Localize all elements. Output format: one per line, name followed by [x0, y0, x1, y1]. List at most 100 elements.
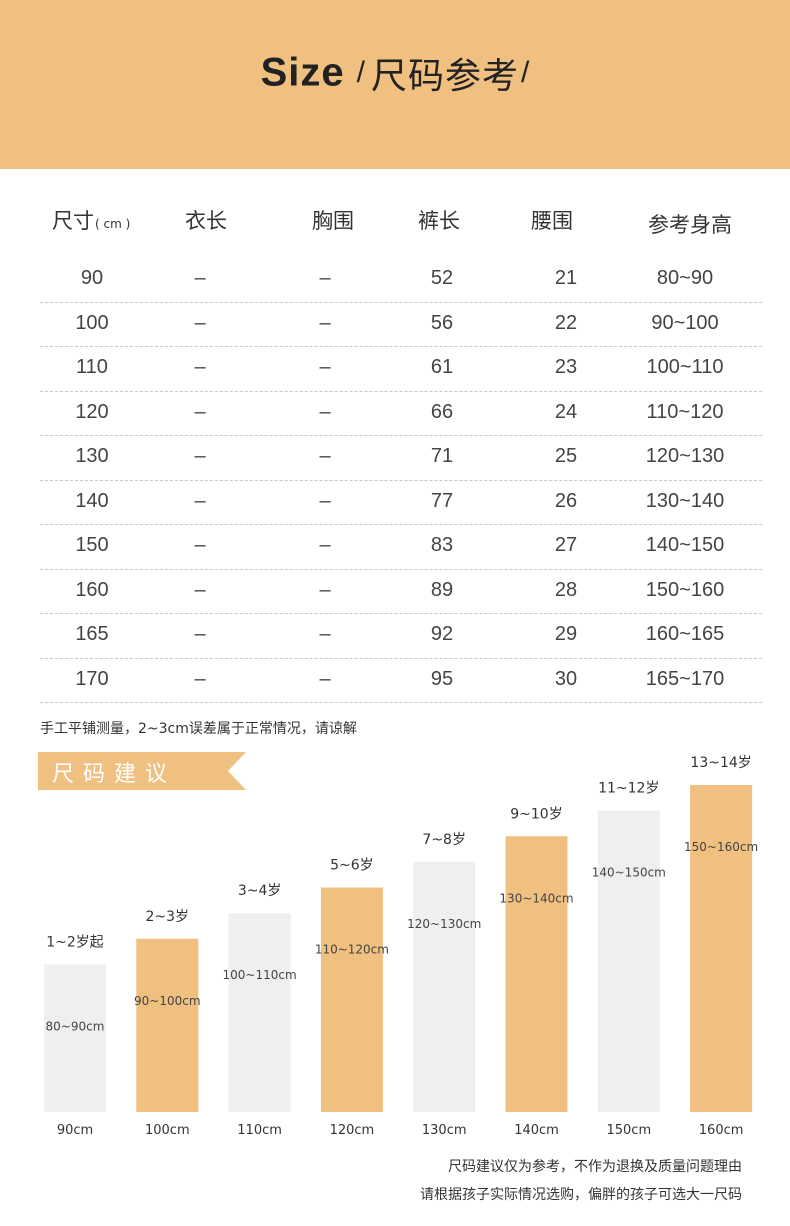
table-row: 130 – – 71 25 120~130 — [40, 436, 762, 481]
chart-category-label: 120cm — [330, 1123, 375, 1138]
table-cell: 130 — [75, 445, 109, 467]
chart-bar-label: 90~100cm — [134, 994, 201, 1008]
table-cell: 66 — [430, 400, 454, 423]
table-cell: – — [319, 534, 331, 556]
table-cell: 71 — [430, 445, 454, 467]
chart-bar — [597, 810, 660, 1112]
title-slash-end: / — [521, 56, 530, 89]
column-header-size-unit: ( cm ) — [95, 217, 131, 231]
table-header: 尺寸( cm ) 衣长 胸围 裤长 腰围 参考身高 — [40, 205, 762, 245]
table-cell: – — [194, 445, 206, 467]
chart-bar — [413, 861, 476, 1112]
table-cell: 165~170 — [645, 667, 725, 690]
chart-category-label: 140cm — [514, 1123, 559, 1138]
table-row: 165 – – 92 29 160~165 — [40, 614, 762, 659]
size-table: 90 – – 52 21 80~90 100 – – 56 22 90~100 110 – – 61 23 100… — [40, 258, 762, 703]
table-cell: – — [319, 623, 331, 645]
table-row: 110 – – 61 23 100~110 — [40, 347, 762, 392]
chart-bar-label: 100~110cm — [223, 968, 297, 982]
table-cell: 120 — [75, 400, 109, 423]
measurement-note: 手工平铺测量，2~3cm误差属于正常情况，请谅解 — [40, 721, 357, 737]
table-row: 100 – – 56 22 90~100 — [40, 303, 762, 347]
table-cell: – — [194, 356, 206, 378]
chart-bar-label: 120~130cm — [407, 917, 481, 931]
chart-bar — [505, 836, 568, 1112]
table-row: 170 – – 95 30 165~170 — [40, 659, 762, 703]
table-cell: – — [319, 311, 331, 334]
table-row: 120 – – 66 24 110~120 — [40, 392, 762, 436]
chart-category-label: 150cm — [606, 1123, 651, 1138]
chart-category-label: 160cm — [699, 1123, 744, 1138]
table-cell: 24 — [554, 400, 578, 423]
table-cell: 30 — [554, 667, 578, 690]
column-header-waist: 腰围 — [531, 209, 573, 233]
chart-age-label: 3~4岁 — [238, 883, 282, 899]
table-cell: 100~110 — [646, 356, 724, 378]
table-cell: – — [319, 445, 331, 467]
chart-bar-label: 150~160cm — [684, 840, 758, 854]
size-recommendation-chart: 1~2岁起 80~90cm 90cm 2~3岁 90~100cm 100cm 3~4岁 100… — [44, 755, 758, 1138]
title-en: Size — [260, 50, 345, 95]
table-cell: 120~130 — [645, 445, 725, 467]
chart-age-label: 7~8岁 — [422, 832, 466, 848]
section-ribbon: 尺码建议 — [38, 752, 246, 790]
section-title: 尺码建议 — [52, 762, 177, 787]
chart-category-label: 90cm — [57, 1123, 93, 1138]
chart-bar — [320, 887, 383, 1112]
column-header-chest: 胸围 — [312, 209, 354, 233]
table-cell: – — [319, 578, 331, 601]
table-cell: 130~140 — [645, 489, 725, 512]
table-cell: – — [194, 623, 206, 645]
table-cell: 56 — [430, 311, 454, 334]
chart-category-label: 130cm — [422, 1123, 467, 1138]
table-row: 160 – – 89 28 150~160 — [40, 570, 762, 614]
chart-bar-label: 110~120cm — [315, 943, 389, 957]
table-cell: 140 — [75, 489, 109, 512]
table-cell: – — [319, 400, 331, 423]
table-cell: 22 — [554, 311, 578, 334]
table-cell: 140~150 — [645, 534, 725, 556]
table-cell: 160~165 — [645, 623, 725, 645]
chart-category-label: 100cm — [145, 1123, 190, 1138]
table-row: 140 – – 77 26 130~140 — [40, 481, 762, 525]
footer-line-1: 尺码建议仅为参考，不作为退换及质量问题理由 — [448, 1159, 742, 1175]
table-cell: 110 — [76, 356, 108, 378]
table-cell: 52 — [430, 267, 454, 289]
column-header-pants-length: 裤长 — [418, 209, 460, 233]
chart-category-label: 110cm — [237, 1123, 282, 1138]
table-cell: 27 — [554, 534, 578, 556]
chart-bar — [44, 964, 106, 1112]
title-slash: / — [356, 56, 366, 89]
table-cell: 92 — [430, 623, 454, 645]
table-cell: – — [194, 534, 206, 556]
table-cell: 90 — [80, 267, 104, 289]
table-cell: – — [319, 356, 331, 378]
chart-bar — [690, 785, 753, 1112]
table-cell: 29 — [554, 623, 578, 645]
table-cell: – — [194, 311, 206, 334]
chart-bar — [228, 913, 291, 1112]
table-cell: 83 — [430, 534, 454, 556]
table-cell: 170 — [75, 667, 109, 690]
table-cell: 28 — [554, 578, 578, 601]
table-cell: 160 — [75, 578, 109, 601]
chart-age-label: 11~12岁 — [598, 781, 659, 797]
table-cell: – — [319, 267, 331, 289]
footer-line-2: 请根据孩子实际情况选购，偏胖的孩子可选大一尺码 — [420, 1187, 742, 1203]
table-cell: – — [194, 267, 206, 289]
table-row: 150 – – 83 27 140~150 — [40, 525, 762, 570]
table-cell: 26 — [554, 489, 578, 512]
table-cell: – — [194, 400, 206, 423]
table-cell: 23 — [554, 356, 578, 378]
table-cell: 89 — [430, 578, 454, 601]
table-cell: – — [319, 667, 331, 690]
table-cell: – — [319, 489, 331, 512]
table-cell: – — [194, 578, 206, 601]
table-cell: 25 — [554, 445, 578, 467]
column-header-height: 参考身高 — [648, 213, 732, 237]
table-cell: 110~120 — [646, 400, 724, 423]
table-cell: 165 — [75, 623, 109, 645]
page-title: Size / 尺码参考/ — [0, 47, 790, 99]
chart-age-label: 2~3岁 — [146, 909, 190, 925]
table-cell: 61 — [430, 356, 454, 378]
